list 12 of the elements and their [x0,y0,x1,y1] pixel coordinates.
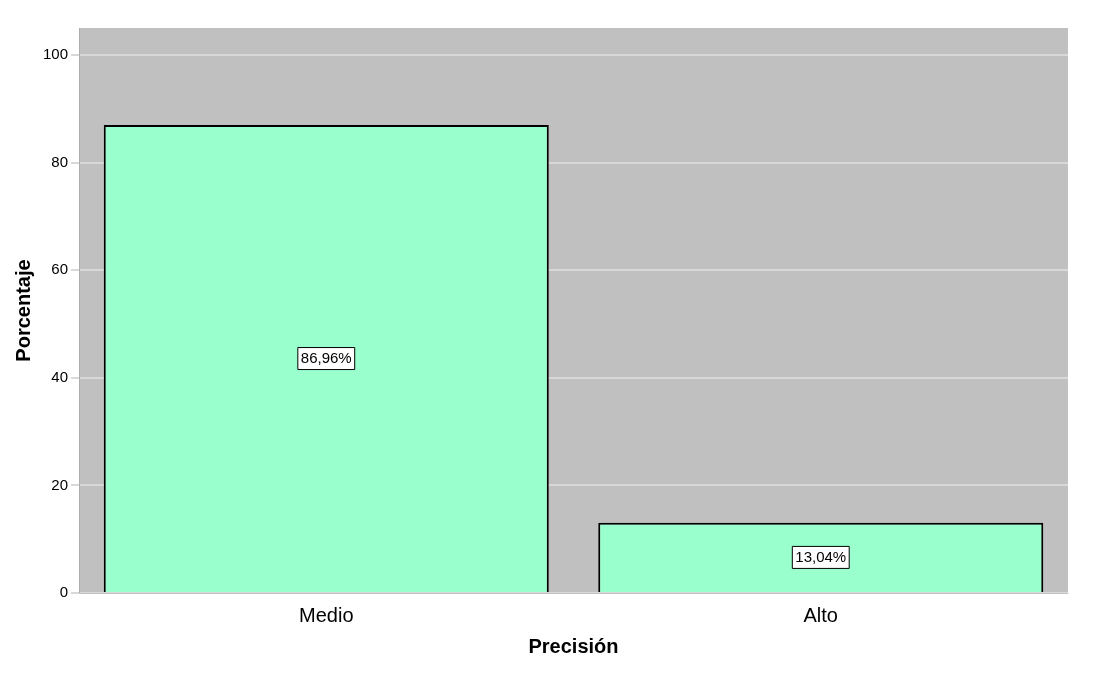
y-tick-label: 20 [51,475,69,493]
data-label: 86,96% [300,348,352,366]
y-tick-label: 0 [59,583,69,601]
y-axis-title: Porcentaje [11,259,34,362]
x-tick-label: Medio [299,603,354,626]
data-label: 13,04% [795,547,847,565]
y-tick-label: 100 [43,45,69,63]
x-tick-label: Alto [803,603,838,626]
x-axis-title: Precisión [528,634,619,657]
y-tick-label: 40 [51,367,69,385]
y-tick-label: 80 [51,152,69,170]
y-tick-label: 60 [51,260,69,278]
